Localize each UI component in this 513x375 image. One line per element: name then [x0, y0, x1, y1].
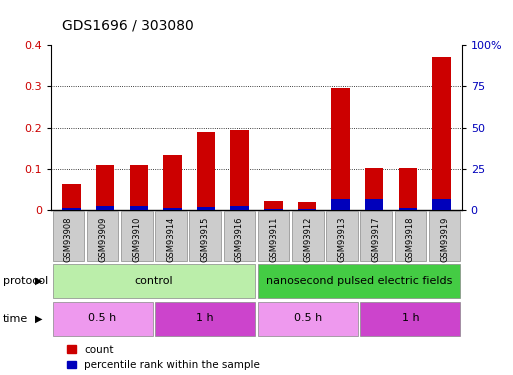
- Bar: [365, 168, 384, 210]
- Bar: [399, 168, 417, 210]
- Text: 0.5 h: 0.5 h: [293, 313, 322, 323]
- Bar: [189, 211, 221, 261]
- Bar: [331, 88, 350, 210]
- Text: nanosecond pulsed electric fields: nanosecond pulsed electric fields: [266, 276, 452, 285]
- Text: GSM93912: GSM93912: [303, 216, 312, 262]
- Text: GDS1696 / 303080: GDS1696 / 303080: [62, 19, 193, 33]
- Bar: [96, 206, 114, 210]
- Text: GSM93918: GSM93918: [406, 216, 415, 262]
- Text: GSM93914: GSM93914: [167, 216, 175, 262]
- Bar: [264, 201, 283, 210]
- Text: time: time: [3, 314, 28, 324]
- Bar: [298, 209, 316, 210]
- Text: control: control: [134, 276, 173, 285]
- Bar: [62, 209, 81, 210]
- Bar: [53, 264, 255, 298]
- Bar: [155, 302, 255, 336]
- Bar: [258, 211, 289, 261]
- Bar: [62, 184, 81, 210]
- Bar: [53, 211, 84, 261]
- Bar: [432, 57, 451, 210]
- Bar: [224, 211, 255, 261]
- Bar: [96, 165, 114, 210]
- Text: 1 h: 1 h: [196, 313, 214, 323]
- Bar: [264, 209, 283, 210]
- Bar: [197, 132, 215, 210]
- Bar: [129, 206, 148, 210]
- Bar: [87, 211, 119, 261]
- Bar: [365, 199, 384, 210]
- Bar: [129, 165, 148, 210]
- Text: ▶: ▶: [34, 314, 42, 324]
- Text: GSM93919: GSM93919: [440, 216, 449, 262]
- Bar: [298, 202, 316, 210]
- Bar: [163, 209, 182, 210]
- Bar: [230, 206, 249, 210]
- Bar: [432, 199, 451, 210]
- Bar: [53, 302, 152, 336]
- Text: GSM93916: GSM93916: [235, 216, 244, 262]
- Text: protocol: protocol: [3, 276, 48, 286]
- Bar: [258, 264, 460, 298]
- Bar: [361, 302, 460, 336]
- Bar: [163, 155, 182, 210]
- Bar: [258, 302, 358, 336]
- Bar: [230, 130, 249, 210]
- Text: GSM93909: GSM93909: [98, 216, 107, 262]
- Bar: [331, 199, 350, 210]
- Text: ▶: ▶: [34, 276, 42, 286]
- Text: GSM93910: GSM93910: [132, 216, 141, 262]
- Bar: [155, 211, 187, 261]
- Text: GSM93917: GSM93917: [372, 216, 381, 262]
- Text: GSM93911: GSM93911: [269, 216, 278, 262]
- Bar: [394, 211, 426, 261]
- Bar: [121, 211, 152, 261]
- Bar: [197, 207, 215, 210]
- Bar: [429, 211, 460, 261]
- Text: 0.5 h: 0.5 h: [88, 313, 117, 323]
- Legend: count, percentile rank within the sample: count, percentile rank within the sample: [67, 345, 261, 370]
- Bar: [326, 211, 358, 261]
- Text: GSM93908: GSM93908: [64, 216, 73, 262]
- Text: GSM93913: GSM93913: [338, 216, 346, 262]
- Text: 1 h: 1 h: [402, 313, 419, 323]
- Bar: [399, 209, 417, 210]
- Bar: [292, 211, 324, 261]
- Text: GSM93915: GSM93915: [201, 216, 210, 262]
- Bar: [361, 211, 392, 261]
